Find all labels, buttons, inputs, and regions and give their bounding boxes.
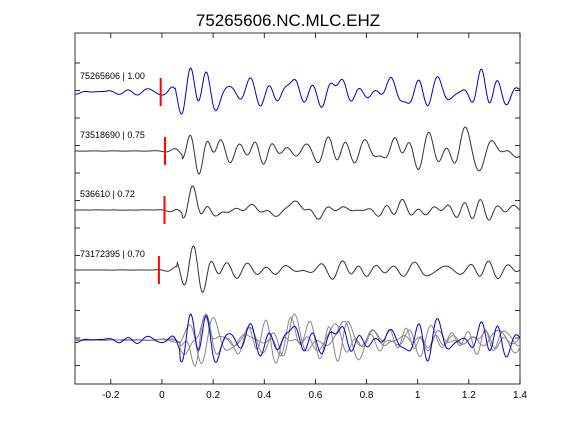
trace-line — [75, 67, 521, 115]
y-axis-ticks — [75, 62, 520, 366]
trace-line — [74, 185, 521, 221]
plot-frame — [74, 32, 521, 385]
trace-group: 75265606 | 1.00 73518690 | 0.75 536610 | 0… — [74, 67, 521, 293]
x-tick-label: 0.4 — [257, 390, 271, 401]
trace-line — [75, 126, 521, 175]
x-axis: -0.2 0 0.2 0.4 0.6 0.8 1 1.2 1.4 — [102, 33, 527, 401]
trace-label: 536610 | 0.72 — [80, 189, 135, 199]
trace-label: 75265606 | 1.00 — [80, 71, 145, 81]
trace-label: 73172395 | 0.70 — [80, 249, 145, 259]
x-tick-label: 1.2 — [462, 390, 476, 401]
overlay-reference-trace — [74, 313, 521, 363]
trace-line — [75, 245, 521, 293]
x-tick-label: 0 — [159, 390, 165, 401]
x-tick-label: 1 — [415, 390, 421, 401]
x-tick-label: 1.4 — [513, 390, 527, 401]
x-tick-label: 0.8 — [360, 390, 374, 401]
chart-title: 75265606.NC.MLC.EHZ — [196, 11, 380, 30]
overlay-group — [74, 313, 521, 367]
x-tick-label: -0.2 — [102, 390, 120, 401]
x-tick-label: 0.2 — [206, 390, 220, 401]
x-tick-label: 0.6 — [308, 390, 322, 401]
overlay-trace — [75, 314, 521, 367]
trace-label: 73518690 | 0.75 — [80, 130, 145, 140]
